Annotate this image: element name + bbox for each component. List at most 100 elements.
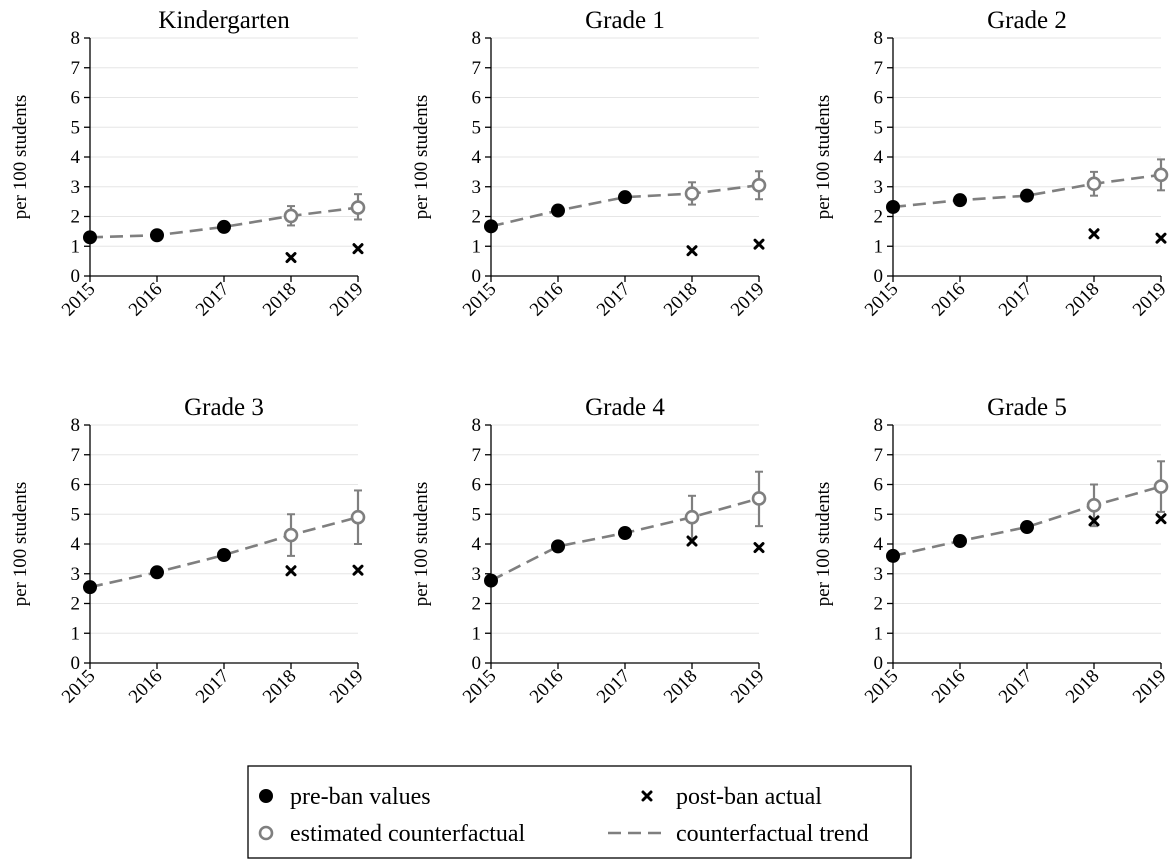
y-tick-label: 4	[874, 534, 884, 555]
legend-item: counterfactual trend	[608, 821, 869, 847]
post-ban-point	[1155, 513, 1167, 525]
y-tick-label: 3	[71, 564, 81, 585]
post-ban-point	[285, 565, 297, 577]
y-tick-label: 3	[472, 564, 482, 585]
legend-label: post-ban actual	[676, 784, 822, 810]
counterfactual-point	[751, 491, 767, 506]
x-tick-label: 2016	[526, 279, 568, 321]
legend: pre-ban values post-ban actual estimated c…	[247, 765, 912, 859]
pre-ban-point	[886, 548, 900, 563]
y-tick-label: 1	[874, 236, 884, 257]
chart-panel-5: 0 1 2 3 4 5 6 7 8 2015 2016 2017 2018 2019 Grade 4 per …	[411, 394, 769, 707]
counterfactual-point	[350, 200, 366, 215]
y-tick-label: 6	[472, 475, 482, 496]
y-tick-label: 1	[71, 623, 81, 644]
y-tick-label: 2	[472, 207, 482, 228]
legend-item: pre-ban values	[259, 784, 431, 810]
y-tick-label: 8	[874, 415, 884, 436]
y-tick-label: 8	[71, 28, 81, 49]
panel-title: Grade 4	[585, 394, 665, 421]
pre-ban-point	[150, 565, 164, 580]
y-tick-label: 1	[472, 236, 482, 257]
x-tick-label: 2018	[660, 279, 702, 321]
x-tick-label: 2017	[995, 279, 1037, 321]
y-tick-label: 2	[874, 594, 884, 615]
x-tick-label: 2018	[259, 666, 301, 708]
y-tick-label: 0	[874, 653, 884, 674]
chart-panel-4: 0 1 2 3 4 5 6 7 8 2015 2016 2017 2018 2019 Grade 3 per …	[10, 394, 368, 707]
pre-ban-point	[217, 548, 231, 563]
y-tick-label: 7	[71, 58, 81, 79]
pre-ban-point	[618, 190, 632, 205]
post-ban-point	[1155, 232, 1167, 244]
y-tick-label: 2	[472, 594, 482, 615]
y-tick-label: 0	[71, 266, 81, 287]
counterfactual-point	[283, 208, 299, 224]
y-tick-label: 6	[874, 88, 884, 109]
x-tick-label: 2017	[593, 666, 635, 708]
y-tick-label: 6	[472, 88, 482, 109]
y-tick-label: 3	[874, 177, 884, 198]
y-tick-label: 7	[874, 445, 884, 466]
y-tick-label: 2	[874, 207, 884, 228]
y-tick-label: 0	[472, 266, 482, 287]
y-tick-label: 0	[71, 653, 81, 674]
y-tick-label: 4	[472, 147, 482, 168]
y-tick-label: 6	[874, 475, 884, 496]
y-tick-label: 4	[874, 147, 884, 168]
legend-label: pre-ban values	[290, 784, 431, 810]
pre-ban-point	[1020, 520, 1034, 535]
x-tick-label: 2017	[995, 666, 1037, 708]
y-axis-label: per 100 students	[411, 95, 432, 220]
chart-panel-6: 0 1 2 3 4 5 6 7 8 2015 2016 2017 2018 2019 Grade 5 per …	[813, 394, 1171, 707]
counterfactual-point	[1153, 167, 1169, 183]
y-tick-label: 5	[472, 117, 482, 138]
x-tick-label: 2018	[259, 279, 301, 321]
post-ban-point	[1088, 515, 1100, 527]
panel-title: Kindergarten	[158, 7, 290, 34]
counterfactual-point	[1153, 479, 1169, 494]
post-ban-point	[352, 564, 364, 576]
y-tick-label: 4	[71, 534, 81, 555]
legend-marker-filled-circle	[259, 789, 273, 803]
y-tick-label: 3	[71, 177, 81, 198]
legend-item: post-ban actual	[641, 784, 822, 810]
post-ban-point	[753, 542, 765, 554]
x-tick-label: 2015	[58, 279, 100, 321]
y-axis-label: per 100 students	[813, 482, 834, 607]
x-tick-label: 2016	[125, 279, 167, 321]
y-axis-label: per 100 students	[813, 95, 834, 220]
x-tick-label: 2017	[192, 279, 234, 321]
y-tick-label: 6	[71, 475, 81, 496]
pre-ban-point	[886, 199, 900, 214]
panel-title: Grade 2	[987, 7, 1067, 34]
y-tick-label: 7	[472, 445, 482, 466]
x-tick-label: 2019	[326, 279, 368, 321]
post-ban-point	[285, 252, 297, 264]
y-tick-label: 5	[472, 504, 482, 525]
trend-line	[490, 183, 760, 228]
y-tick-label: 0	[874, 266, 884, 287]
trend-line	[892, 173, 1162, 209]
post-ban-point	[753, 238, 765, 250]
pre-ban-point	[618, 525, 632, 540]
x-tick-label: 2015	[861, 666, 903, 708]
post-ban-point	[686, 245, 698, 257]
x-tick-label: 2017	[593, 279, 635, 321]
y-tick-label: 8	[874, 28, 884, 49]
panel-title: Grade 3	[184, 394, 264, 421]
pre-ban-point	[217, 219, 231, 234]
trend-line	[89, 515, 359, 589]
x-tick-label: 2019	[1129, 666, 1171, 708]
pre-ban-point	[83, 580, 97, 595]
counterfactual-point	[1086, 176, 1102, 192]
x-tick-label: 2016	[928, 666, 970, 708]
pre-ban-point	[1020, 188, 1034, 203]
y-axis-label: per 100 students	[411, 482, 432, 607]
post-ban-point	[686, 535, 698, 547]
pre-ban-point	[83, 230, 97, 245]
y-tick-label: 2	[71, 594, 81, 615]
y-tick-label: 7	[71, 445, 81, 466]
counterfactual-point	[684, 509, 700, 525]
x-tick-label: 2019	[1129, 279, 1171, 321]
